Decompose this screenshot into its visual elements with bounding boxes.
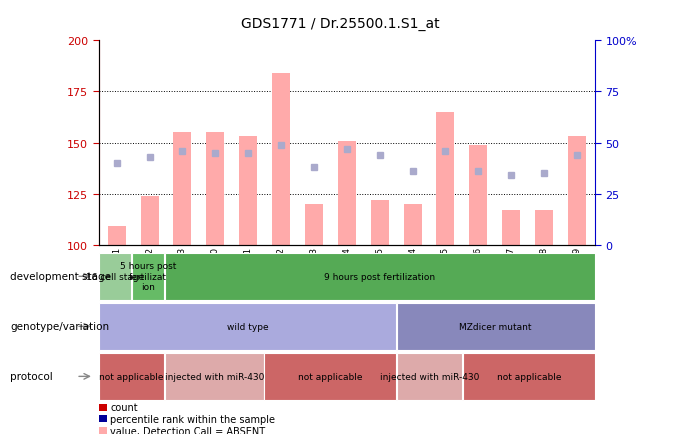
Bar (535, 210, 553, 245)
Bar (338, 141, 356, 245)
Bar (165, 253, 595, 300)
Bar (206, 133, 224, 245)
Text: 5 hours post
fertilizat
ion: 5 hours post fertilizat ion (120, 262, 176, 292)
Bar (437, 112, 454, 245)
Text: genotype/variation: genotype/variation (10, 322, 109, 332)
Text: count: count (110, 402, 138, 412)
Text: injected with miR-430: injected with miR-430 (380, 372, 479, 381)
Bar (396, 353, 462, 400)
Text: not applicable: not applicable (298, 372, 362, 381)
Text: 9 hours post fertilization: 9 hours post fertilization (324, 272, 435, 281)
Bar (99, 253, 131, 300)
Text: injected with miR-430: injected with miR-430 (165, 372, 264, 381)
Bar (371, 201, 389, 245)
Bar (265, 353, 396, 400)
Text: 16 cell stage: 16 cell stage (86, 272, 144, 281)
Bar (141, 196, 158, 245)
Bar (165, 353, 264, 400)
Text: not applicable: not applicable (99, 372, 164, 381)
Text: development stage: development stage (10, 272, 112, 282)
Bar (107, 227, 126, 245)
Bar (239, 137, 257, 245)
Text: value, Detection Call = ABSENT: value, Detection Call = ABSENT (110, 426, 265, 434)
Text: percentile rank within the sample: percentile rank within the sample (110, 414, 275, 424)
Text: protocol: protocol (10, 372, 53, 381)
Bar (502, 210, 520, 245)
Bar (99, 353, 165, 400)
Bar (396, 303, 595, 350)
Bar (305, 204, 323, 245)
Text: MZdicer mutant: MZdicer mutant (460, 322, 532, 331)
Bar (272, 74, 290, 245)
Text: not applicable: not applicable (496, 372, 561, 381)
Bar (403, 204, 422, 245)
Text: wild type: wild type (226, 322, 269, 331)
Text: GDS1771 / Dr.25500.1.S1_at: GDS1771 / Dr.25500.1.S1_at (241, 17, 439, 31)
Bar (463, 353, 595, 400)
Bar (173, 133, 192, 245)
Bar (568, 137, 586, 245)
Bar (132, 253, 165, 300)
Bar (99, 303, 396, 350)
Bar (469, 145, 488, 245)
